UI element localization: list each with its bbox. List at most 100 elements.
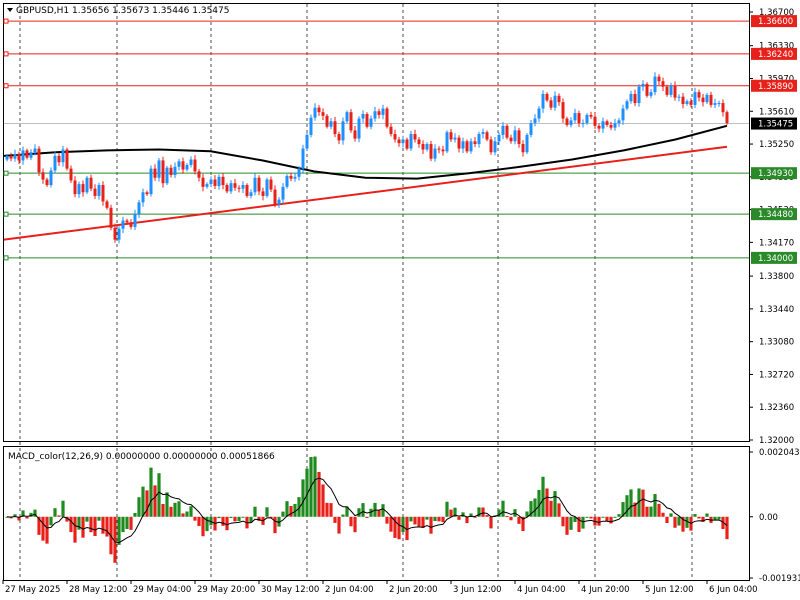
macd-bar: [565, 516, 569, 535]
candle-bear: [505, 125, 509, 138]
macd-bar: [641, 489, 645, 517]
candle-bull: [525, 134, 529, 153]
candle-bull: [369, 118, 373, 127]
macd-bar: [201, 516, 205, 537]
candle-bear: [197, 171, 201, 178]
macd-bar: [281, 511, 285, 517]
candle-bull: [133, 214, 137, 227]
macd-bar: [573, 516, 577, 523]
macd-bar: [225, 516, 229, 531]
macd-bar: [665, 516, 669, 524]
candle-bull: [277, 199, 281, 205]
candle-bear: [697, 92, 701, 98]
candle-bull: [569, 120, 573, 125]
candle-bull: [293, 176, 297, 179]
candle-bear: [353, 130, 357, 139]
macd-bar: [329, 503, 333, 517]
candle-bear: [269, 179, 273, 190]
candle-bear: [405, 139, 409, 149]
macd-bar: [297, 497, 301, 517]
macd-bar: [545, 488, 549, 517]
candle-bear: [645, 83, 649, 96]
candle-bull: [621, 108, 625, 121]
candle-bear: [517, 130, 521, 145]
level-price-tag: [751, 208, 797, 221]
macd-bar: [165, 492, 169, 517]
candle-bull: [229, 183, 233, 192]
candle-bear: [17, 154, 21, 161]
macd-bar: [77, 516, 81, 530]
macd-bar: [589, 516, 593, 519]
macd-bar: [81, 516, 85, 538]
candle-bull: [373, 111, 377, 119]
x-tick-label: 29 May 04:00: [133, 585, 191, 595]
macd-bar: [237, 516, 241, 522]
candle-bull: [493, 141, 497, 153]
candle-bull: [629, 93, 633, 102]
macd-bar: [13, 514, 17, 517]
macd-bar: [449, 509, 453, 517]
macd-bar: [53, 508, 57, 517]
candle-bull: [713, 103, 717, 105]
macd-bar: [293, 503, 297, 517]
y-tick-label: 1.35250: [759, 140, 794, 150]
x-tick-label: 27 May 2025: [5, 585, 60, 595]
macd-bar: [621, 502, 625, 517]
candle-bear: [45, 179, 49, 186]
macd-bar: [153, 485, 157, 517]
candle-bear: [589, 114, 593, 117]
candle-bear: [245, 185, 249, 196]
level-price-label: 1.36240: [758, 50, 793, 60]
candle-bear: [129, 222, 133, 227]
candle-bear: [413, 134, 417, 140]
candle-bear: [665, 86, 669, 95]
candle-bear: [225, 185, 229, 192]
dropdown-arrow-icon[interactable]: [7, 8, 13, 12]
candle-bear: [709, 94, 713, 105]
macd-bar: [677, 516, 681, 526]
macd-bar: [597, 516, 601, 526]
level-price-label: 1.36600: [758, 17, 793, 27]
x-tick-label: 30 May 12:00: [261, 585, 319, 595]
macd-bar: [197, 516, 201, 527]
candle-bear: [181, 161, 185, 170]
macd-bar: [609, 516, 613, 524]
macd-bar: [61, 500, 65, 517]
candle-bull: [177, 161, 181, 167]
candle-bear: [397, 139, 401, 144]
candle-bear: [385, 108, 389, 127]
candle-bear: [485, 132, 489, 140]
macd-bar: [365, 516, 369, 518]
level-price-label: 1.34000: [758, 254, 793, 264]
level-marker: [3, 51, 9, 57]
macd-bar: [121, 516, 125, 533]
macd-bar: [477, 507, 481, 517]
macd-bar: [717, 516, 721, 520]
macd-bar: [509, 516, 513, 521]
candle-bull: [329, 121, 333, 127]
macd-bar: [169, 506, 173, 517]
symbol-header: GBPUSD,H1 1.35656 1.35673 1.35446 1.3547…: [16, 6, 229, 16]
macd-bar: [485, 515, 489, 517]
main-panel-frame: [3, 3, 750, 442]
macd-bar: [537, 489, 541, 517]
macd-bar: [441, 516, 445, 523]
macd-bar: [497, 509, 501, 517]
candle-bull: [453, 137, 457, 140]
macd-bar: [305, 468, 309, 517]
candle-bull: [33, 148, 37, 153]
macd-bar: [557, 503, 561, 517]
macd-bar: [457, 516, 461, 520]
x-tick-label: 5 Jun 12:00: [645, 585, 694, 595]
macd-bar: [533, 498, 537, 517]
macd-bar: [345, 506, 349, 517]
macd-bar: [37, 516, 41, 535]
candle-bear: [101, 185, 105, 202]
macd-bar: [401, 516, 405, 533]
candle-bear: [417, 139, 421, 145]
candle-bull: [425, 144, 429, 150]
candle-bear: [449, 132, 453, 140]
macd-bar: [301, 479, 305, 517]
candle-bear: [105, 201, 109, 208]
macd-bar: [313, 456, 317, 517]
